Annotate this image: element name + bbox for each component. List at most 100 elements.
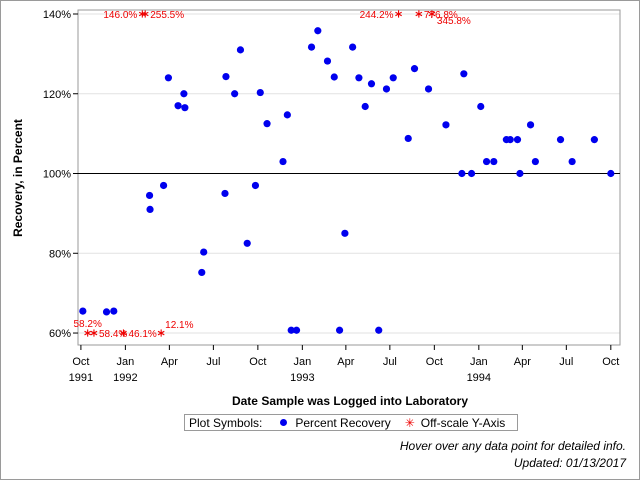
- data-point: [236, 46, 245, 54]
- data-point: [243, 239, 251, 247]
- offscale-point: [84, 329, 92, 337]
- data-point: [102, 308, 111, 316]
- y-axis: 60% 80% 100% 120% 140%: [43, 9, 78, 340]
- updated-note: Updated: 01/13/2017: [513, 456, 626, 470]
- offscale-label: 146.0%: [103, 10, 137, 21]
- offscale-label: 244.2%: [360, 10, 394, 21]
- data-point: [460, 70, 468, 78]
- data-point: [145, 191, 154, 200]
- data-point: [556, 136, 565, 144]
- data-point: [516, 169, 524, 178]
- legend: Plot Symbols: Percent Recovery ✳ Off-sca…: [184, 414, 518, 431]
- data-point: [607, 169, 615, 178]
- y-tick-label: 100%: [43, 169, 71, 181]
- x-tick-label: Jan: [117, 356, 135, 368]
- data-point: [389, 74, 397, 82]
- x-tick-label: Jan: [293, 356, 311, 368]
- data-point: [198, 268, 206, 277]
- x-tick-label: Jul: [206, 356, 220, 368]
- offscale-point: [90, 329, 98, 337]
- data-point: [231, 90, 239, 98]
- star-stroke: [84, 330, 92, 336]
- data-point: [404, 134, 412, 143]
- x-tick-year-label: 1993: [290, 372, 314, 384]
- data-point: [341, 229, 349, 237]
- x-tick-label: Jul: [383, 356, 397, 368]
- data-point: [159, 181, 168, 190]
- data-point: [79, 307, 87, 315]
- data-point: [442, 121, 450, 129]
- legend-item-percent-recovery: Percent Recovery: [295, 415, 391, 430]
- data-point: [181, 104, 189, 112]
- x-axis-title: Date Sample was Logged into Laboratory: [232, 394, 468, 408]
- star-stroke: [90, 330, 98, 336]
- x-axis: Oct 1991 Jan 1992 Apr Jul Oct Jan 1993 Apr Jul Oct J…: [69, 345, 619, 384]
- star-stroke: [120, 330, 127, 336]
- data-point: [361, 102, 369, 111]
- y-axis-title: Recovery, in Percent: [11, 119, 25, 237]
- data-point: [180, 90, 188, 98]
- offscale-label: 776.8%: [424, 10, 458, 21]
- x-tick-label: Apr: [161, 356, 178, 368]
- offscale-point: [138, 10, 146, 18]
- data-point: [513, 136, 522, 144]
- x-tick-year-label: 1992: [113, 372, 137, 384]
- y-tick-label: 80%: [49, 248, 71, 260]
- x-tick-label: Jul: [559, 356, 573, 368]
- data-point: [251, 181, 260, 190]
- star-stroke: [428, 11, 436, 17]
- offscale-label: 58.2%: [73, 319, 101, 330]
- offscale-label: 12.1%: [165, 320, 193, 331]
- legend-star-icon: ✳: [404, 415, 415, 430]
- x-tick-label: Oct: [602, 356, 619, 368]
- data-point: [382, 85, 391, 93]
- data-point: [531, 157, 539, 166]
- data-point: [506, 136, 514, 144]
- data-point: [307, 43, 316, 51]
- data-point: [174, 102, 182, 110]
- data-point: [287, 326, 295, 334]
- data-point: [110, 307, 118, 315]
- data-point: [590, 136, 598, 144]
- data-point: [349, 43, 357, 51]
- data-point: [410, 65, 419, 73]
- offscale-label: 345.8%: [437, 16, 471, 27]
- data-point: [367, 80, 376, 88]
- offscale-point: [157, 329, 165, 337]
- data-point: [222, 73, 230, 81]
- offscale-label: 255.5%: [150, 10, 184, 21]
- x-tick-label: Oct: [426, 356, 443, 368]
- x-tick-label: Jan: [470, 356, 488, 368]
- plot-area: [77, 9, 621, 346]
- data-point: [526, 121, 535, 129]
- legend-title: Plot Symbols:: [189, 415, 263, 430]
- offscale-label: 58.4%: [99, 329, 127, 340]
- hover-note: Hover over any data point for detailed i…: [399, 439, 626, 453]
- data-point: [490, 157, 498, 166]
- data-point: [375, 326, 383, 334]
- data-point: [314, 27, 322, 35]
- data-point: [477, 102, 485, 111]
- x-tick-year-label: 1994: [467, 372, 491, 384]
- data-point: [424, 85, 433, 93]
- data-point: [146, 205, 154, 214]
- star-stroke: [395, 11, 402, 17]
- data-point: [200, 248, 208, 256]
- data-point: [221, 189, 229, 198]
- data-point: [482, 157, 491, 166]
- offscale-point: [141, 10, 149, 18]
- data-point: [279, 157, 287, 166]
- data-point: [256, 88, 264, 97]
- data-point: [458, 169, 466, 178]
- legend-dot-icon: [280, 419, 288, 426]
- x-tick-year-label: 1991: [69, 372, 93, 384]
- data-point: [467, 169, 476, 178]
- data-point: [335, 326, 344, 334]
- x-tick-label: Apr: [514, 356, 531, 368]
- x-tick-label: Apr: [337, 356, 354, 368]
- star-stroke: [415, 11, 423, 17]
- star-stroke: [157, 330, 165, 336]
- data-point: [283, 111, 291, 119]
- x-tick-label: Oct: [249, 356, 266, 368]
